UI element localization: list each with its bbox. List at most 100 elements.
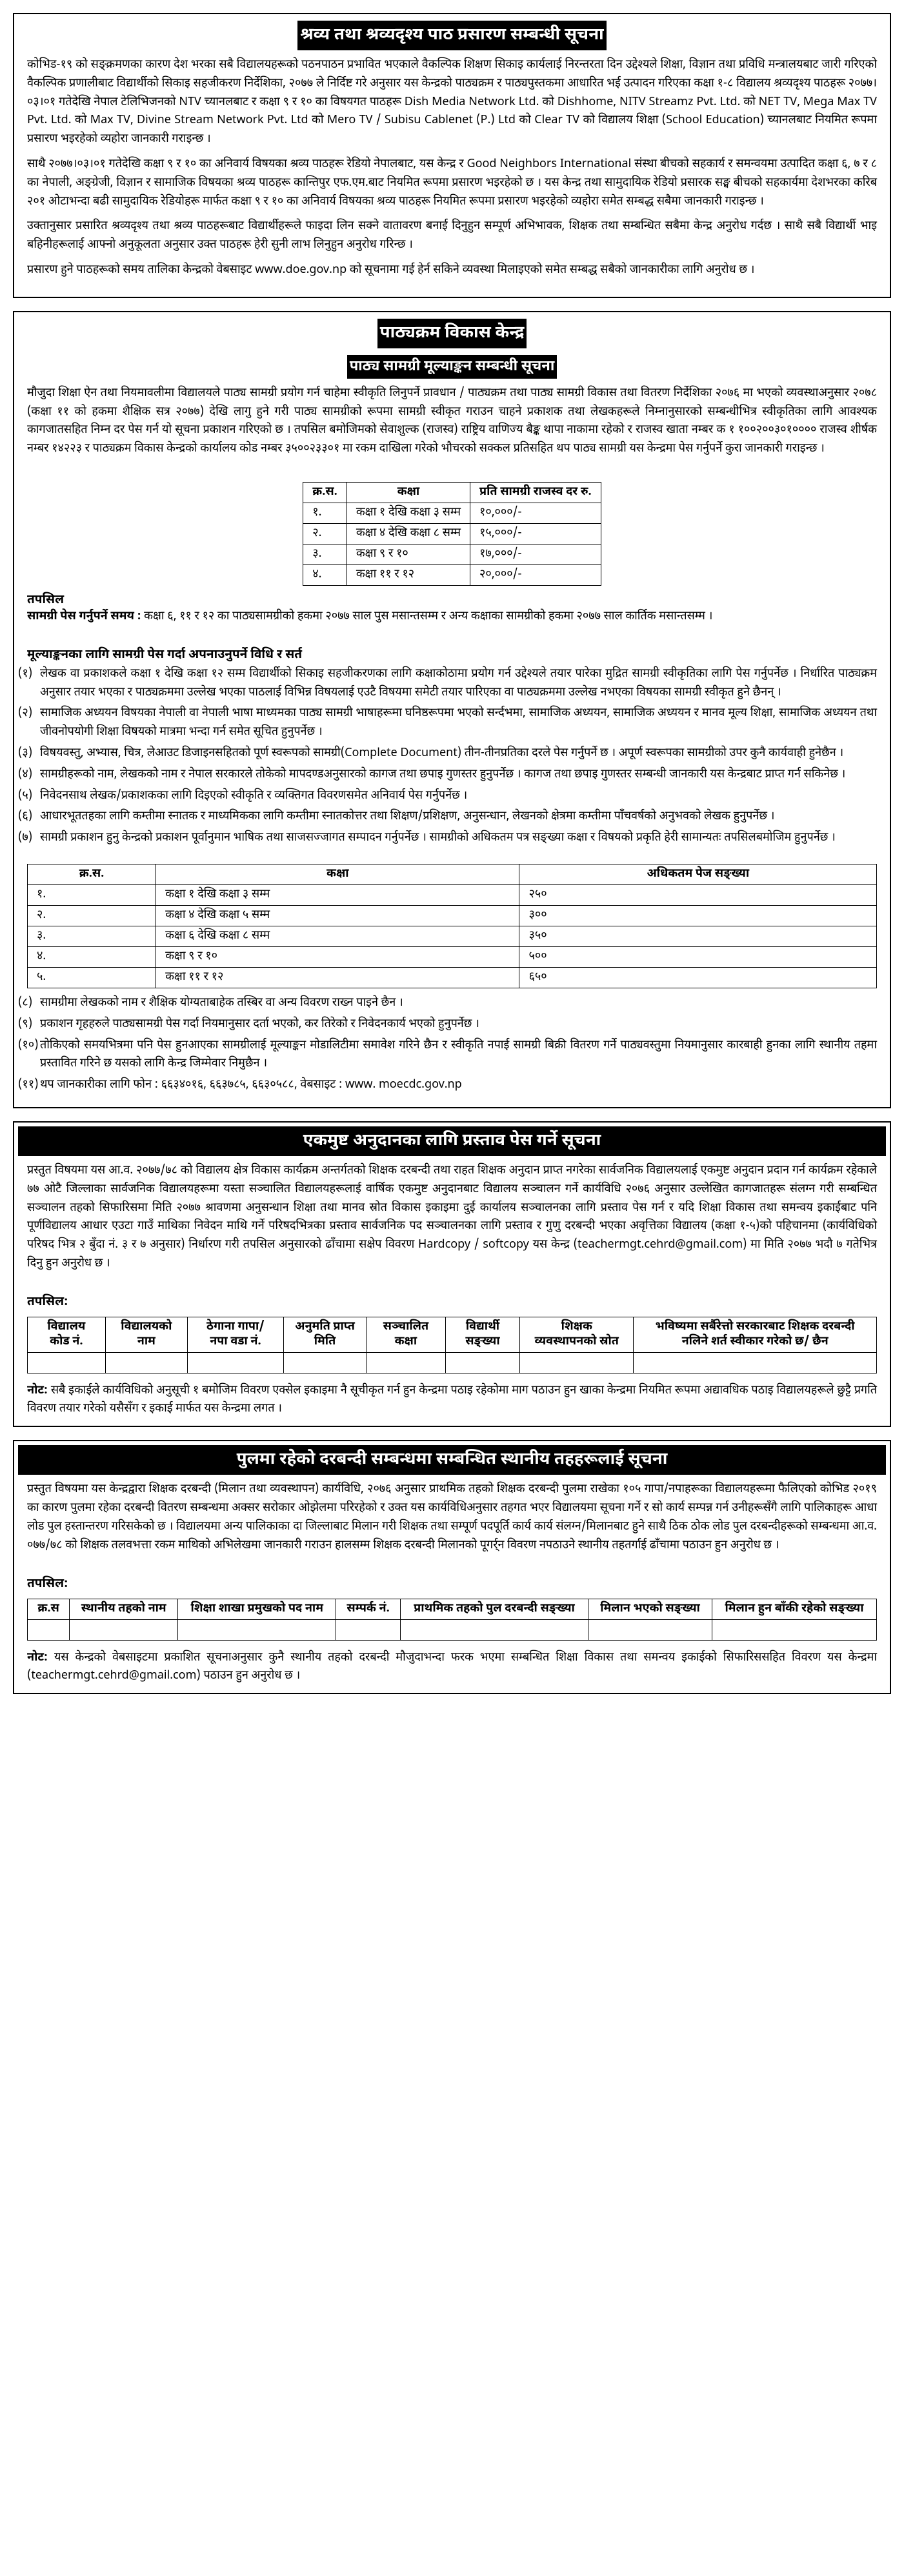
table-header: अनुमति प्राप्त मिति xyxy=(283,1317,366,1352)
table-cell: कक्षा ९ र १० xyxy=(156,946,519,967)
table-cell xyxy=(400,1619,588,1640)
table-cell: १७,०००/- xyxy=(470,544,601,564)
table-header: प्राथमिक तहको पुल दरबन्दी सङ्ख्या xyxy=(400,1599,588,1619)
table-cell xyxy=(634,1352,877,1373)
pool-table: क्र.सस्थानीय तहको नामशिक्षा शाखा प्रमुखक… xyxy=(27,1599,877,1641)
deadline-text: कक्षा ६, ११ र १२ का पाठ्यसामग्रीको हकमा … xyxy=(144,610,712,624)
table-row-empty xyxy=(28,1352,877,1373)
grant-table: विद्यालय कोड नं.विद्यालयको नामठेगाना गाप… xyxy=(27,1317,877,1373)
table-header: सञ्चालित कक्षा xyxy=(367,1317,445,1352)
table-cell: ३५० xyxy=(519,926,877,946)
table-cell: ५०० xyxy=(519,946,877,967)
table-cell xyxy=(367,1352,445,1373)
table-cell: कक्षा ४ देखि कक्षा ८ सम्म xyxy=(347,523,470,544)
table-header: शिक्षा शाखा प्रमुखको पद नाम xyxy=(178,1599,336,1619)
table-cell: कक्षा १ देखि कक्षा ३ सम्म xyxy=(156,884,519,905)
rule-item: सामग्री प्रकाशन हुनु केन्द्रको प्रकाशन प… xyxy=(40,830,877,848)
rule-item: सामग्रीमा लेखकको नाम र शैक्षिक योग्यताबा… xyxy=(40,995,877,1013)
notice1-body: कोभिड-१९ को सङ्क्रमणका कारण देश भरका सबै… xyxy=(14,57,890,297)
notice4-p: प्रस्तुत विषयमा यस केन्द्रद्वारा शिक्षक … xyxy=(27,1481,877,1555)
table-cell: ३. xyxy=(303,544,347,564)
table-cell: २५० xyxy=(519,884,877,905)
table-cell xyxy=(178,1619,336,1640)
notice1-p1: कोभिड-१९ को सङ्क्रमणका कारण देश भरका सबै… xyxy=(27,57,877,150)
rule-item: विषयवस्तु, अभ्यास, चित्र, लेआउट डिजाइनसह… xyxy=(40,745,877,764)
fee-table: क्र.स.कक्षाप्रति सामग्री राजस्व दर रु.१.… xyxy=(303,482,601,586)
table-header: क्र.स. xyxy=(303,482,347,503)
table-row: ४.कक्षा ११ र १२२०,०००/- xyxy=(303,564,601,585)
table-cell xyxy=(105,1352,187,1373)
table-cell xyxy=(445,1352,520,1373)
table-header: ठेगाना गापा/ नपा वडा नं. xyxy=(188,1317,284,1352)
table-row: २.कक्षा ४ देखि कक्षा ५ सम्म३०० xyxy=(28,905,877,926)
deadline-label: सामग्री पेस गर्नुपर्ने समय : xyxy=(27,610,141,624)
rules-head: मूल्याङ्कनका लागि सामग्री पेस गर्दा अपना… xyxy=(14,647,890,663)
rule-item: लेखक वा प्रकाशकले कक्षा १ देखि कक्षा १२ … xyxy=(40,666,877,703)
notice1-title: श्रव्य तथा श्रव्यदृश्य पाठ प्रसारण सम्बन… xyxy=(297,21,606,50)
table-cell xyxy=(712,1619,876,1640)
table-row: ३.कक्षा ९ र १०१७,०००/- xyxy=(303,544,601,564)
table-cell xyxy=(588,1619,712,1640)
table-cell: १०,०००/- xyxy=(470,503,601,523)
table-header: मिलान भएको सङ्ख्या xyxy=(588,1599,712,1619)
notice3-detail-head: तपसिल: xyxy=(14,1294,890,1310)
rule-item: सामग्रीहरूको नाम, लेखकको नाम र नेपाल सरक… xyxy=(40,766,877,785)
table-cell: ६५० xyxy=(519,967,877,988)
rule-item: प्रकाशन गृहहरुले पाठ्यसामग्री पेस गर्दा … xyxy=(40,1016,877,1035)
rule-item: तोकिएको समयभित्रमा पनि पेस हुनआएका सामग्… xyxy=(40,1037,877,1075)
notice-grant: एकमुष्ट अनुदानका लागि प्रस्ताव पेस गर्ने… xyxy=(13,1121,891,1428)
table-cell xyxy=(188,1352,284,1373)
table-cell: कक्षा ४ देखि कक्षा ५ सम्म xyxy=(156,905,519,926)
table-cell: कक्षा ११ र १२ xyxy=(347,564,470,585)
table-header: कक्षा xyxy=(156,864,519,884)
table-cell: १. xyxy=(303,503,347,523)
table-cell: कक्षा ६ देखि कक्षा ८ सम्म xyxy=(156,926,519,946)
notice3-title: एकमुष्ट अनुदानका लागि प्रस्ताव पेस गर्ने… xyxy=(18,1126,886,1156)
table-header: विद्यालय कोड नं. xyxy=(28,1317,106,1352)
table-row: १.कक्षा १ देखि कक्षा ३ सम्म१०,०००/- xyxy=(303,503,601,523)
table-row: १.कक्षा १ देखि कक्षा ३ सम्म२५० xyxy=(28,884,877,905)
notice3-p: प्रस्तुत विषयमा यस आ.व. २०७७/७८ को विद्य… xyxy=(27,1163,877,1274)
table-cell: १५,०००/- xyxy=(470,523,601,544)
table-cell: २०,०००/- xyxy=(470,564,601,585)
notice4-title: पुलमा रहेको दरबन्दी सम्बन्धमा सम्बन्धित … xyxy=(18,1445,886,1475)
notice2-intro-p: मौजुदा शिक्षा ऐन तथा नियमावलीमा विद्यालय… xyxy=(27,385,877,459)
table-cell: ४. xyxy=(303,564,347,585)
table-cell xyxy=(520,1352,634,1373)
table-header: विद्यार्थी सङ्ख्या xyxy=(445,1317,520,1352)
notice1-p3: उक्तानुसार प्रसारित श्रव्यदृश्य तथा श्रव… xyxy=(27,218,877,255)
notice4-detail-head: तपसिल: xyxy=(14,1576,890,1592)
table-cell xyxy=(28,1352,106,1373)
table-cell: ५. xyxy=(28,967,156,988)
rules-list-1: लेखक वा प्रकाशकले कक्षा १ देखि कक्षा १२ … xyxy=(14,666,890,857)
notice-pool: पुलमा रहेको दरबन्दी सम्बन्धमा सम्बन्धित … xyxy=(13,1440,891,1694)
table-header: प्रति सामग्री राजस्व दर रु. xyxy=(470,482,601,503)
note-text: सबै इकाईले कार्यविधिको अनुसूची १ बमोजिम … xyxy=(27,1384,877,1417)
table-row-empty xyxy=(28,1619,877,1640)
detail-head: तपसिल xyxy=(14,592,890,608)
notice4-body: प्रस्तुत विषयमा यस केन्द्रद्वारा शिक्षक … xyxy=(14,1481,890,1572)
table-cell: २. xyxy=(28,905,156,926)
page-table: क्र.स.कक्षाअधिकतम पेज सङ्ख्या१.कक्षा १ द… xyxy=(27,864,877,988)
table-header: क्र.स. xyxy=(28,864,156,884)
note4-label: नोट: xyxy=(27,1651,48,1666)
table-cell xyxy=(336,1619,401,1640)
notice3-body: प्रस्तुत विषयमा यस आ.व. २०७७/७८ को विद्य… xyxy=(14,1163,890,1290)
table-cell xyxy=(70,1619,178,1640)
note4-text: यस केन्द्रको वेबसाइटमा प्रकाशित सूचनाअनु… xyxy=(27,1651,877,1684)
notice2-intro: मौजुदा शिक्षा ऐन तथा नियमावलीमा विद्यालय… xyxy=(14,385,890,475)
table-header: क्र.स xyxy=(28,1599,70,1619)
table-cell: कक्षा १ देखि कक्षा ३ सम्म xyxy=(347,503,470,523)
table-row: २.कक्षा ४ देखि कक्षा ८ सम्म१५,०००/- xyxy=(303,523,601,544)
rule-item: थप जानकारीका लागि फोन : ६६३४०१६, ६६३७८५,… xyxy=(40,1077,877,1095)
table-cell: ४. xyxy=(28,946,156,967)
table-header: शिक्षक व्यवस्थापनको स्रोत xyxy=(520,1317,634,1352)
table-header: विद्यालयको नाम xyxy=(105,1317,187,1352)
notice3-note: नोट: सबै इकाईले कार्यविधिको अनुसूची १ बम… xyxy=(14,1380,890,1426)
table-cell xyxy=(28,1619,70,1640)
table-cell: कक्षा ११ र १२ xyxy=(156,967,519,988)
table-row: ५.कक्षा ११ र १२६५० xyxy=(28,967,877,988)
notice2-header: पाठ्यक्रम विकास केन्द्र xyxy=(377,319,527,348)
table-cell: ३०० xyxy=(519,905,877,926)
table-header: स्थानीय तहको नाम xyxy=(70,1599,178,1619)
